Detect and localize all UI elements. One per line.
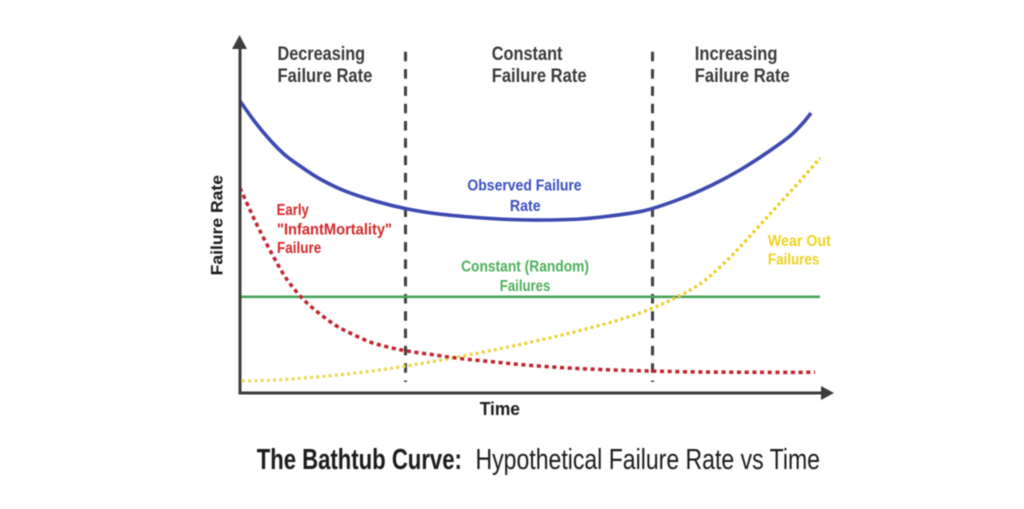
svg-text:Decreasing: Decreasing	[278, 44, 366, 65]
svg-text:Failures: Failures	[500, 278, 551, 295]
svg-text:Early: Early	[277, 202, 310, 219]
svg-text:Failure Rate: Failure Rate	[492, 66, 587, 87]
svg-text:Failure Rate: Failure Rate	[278, 66, 373, 87]
svg-text:Time: Time	[480, 399, 520, 419]
svg-text:Rate: Rate	[510, 198, 541, 215]
svg-text:Constant (Random): Constant (Random)	[461, 259, 589, 276]
svg-text:Failures: Failures	[768, 251, 819, 268]
svg-text:The Bathtub Curve:: The Bathtub Curve:	[257, 444, 462, 476]
svg-text:Failure: Failure	[277, 240, 322, 257]
svg-text:Failure Rate: Failure Rate	[208, 175, 227, 275]
svg-text:Increasing: Increasing	[695, 44, 778, 65]
svg-text:Failure Rate: Failure Rate	[695, 66, 790, 87]
svg-text:"InfantMortality": "InfantMortality"	[277, 222, 392, 239]
svg-text:Wear Out: Wear Out	[768, 233, 831, 250]
svg-text:Observed Failure: Observed Failure	[467, 178, 582, 195]
svg-text:Constant: Constant	[492, 44, 563, 65]
svg-text:Hypothetical Failure Rate vs T: Hypothetical Failure Rate vs Time	[476, 444, 821, 476]
